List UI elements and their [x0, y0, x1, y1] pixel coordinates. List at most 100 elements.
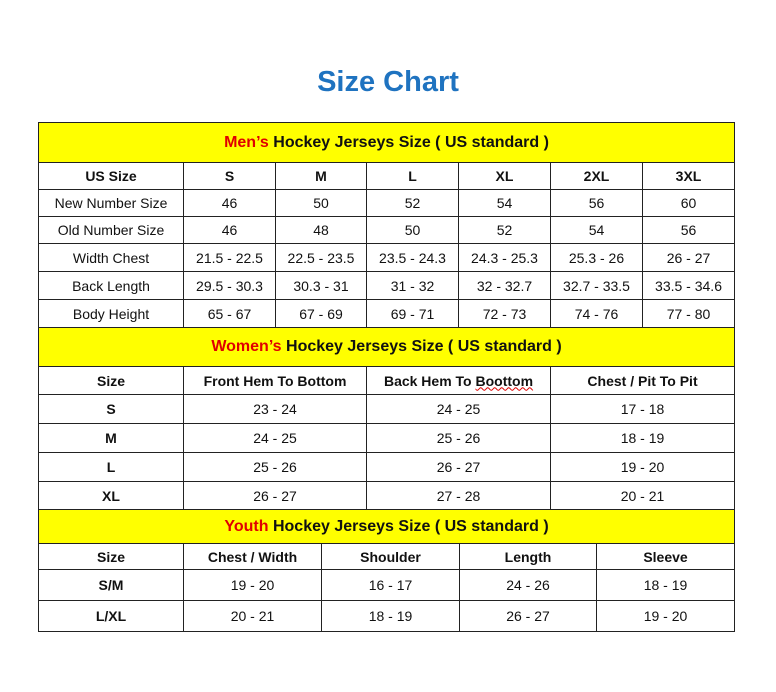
- table-cell: 27 - 28: [366, 481, 551, 510]
- table-row: XL 26 - 27 27 - 28 20 - 21: [38, 481, 736, 510]
- column-header-label: Sleeve: [643, 548, 688, 565]
- column-header: 3XL: [641, 162, 736, 190]
- table-row: Body Height 65 - 67 67 - 69 69 - 71 72 - 73 7…: [38, 299, 736, 328]
- column-header: 2XL: [550, 162, 643, 190]
- column-header-label: S: [224, 168, 235, 184]
- table-cell: 19 - 20: [549, 452, 736, 482]
- table-cell: 50: [366, 216, 459, 244]
- row-label: Back Length: [38, 271, 184, 300]
- table-cell: 25 - 26: [366, 423, 551, 453]
- column-header-label: Chest / Width: [207, 548, 298, 565]
- table-cell: 25.3 - 26: [550, 243, 643, 272]
- header-row: US Size S M L XL 2XL 3XL: [38, 162, 736, 190]
- table-cell: 26 - 27: [183, 481, 367, 510]
- youth-size-table: Youth Hockey Jerseys Size ( US standard …: [37, 509, 736, 632]
- table-cell: 50: [275, 189, 367, 217]
- table-cell: 18 - 19: [321, 600, 460, 632]
- table-cell: 69 - 71: [366, 299, 459, 328]
- row-label: L/XL: [38, 600, 184, 632]
- table-cell: 56: [550, 189, 643, 217]
- table-row: M 24 - 25 25 - 26 18 - 19: [38, 423, 736, 453]
- table-cell: 54: [458, 189, 551, 217]
- table-cell: 30.3 - 31: [275, 271, 367, 300]
- column-header: Size: [38, 366, 184, 395]
- column-header-label: US Size: [85, 168, 137, 184]
- row-label: S/M: [38, 569, 184, 601]
- table-cell: 54: [550, 216, 643, 244]
- table-cell: 33.5 - 34.6: [641, 271, 736, 300]
- caption-text: Hockey Jerseys Size ( US standard ): [268, 517, 549, 535]
- table-cell: 19 - 20: [183, 569, 322, 601]
- row-label: Old Number Size: [38, 216, 184, 244]
- table-cell: 16 - 17: [321, 569, 460, 601]
- table-cell: 24 - 26: [459, 569, 597, 601]
- table-cell: 29.5 - 30.3: [183, 271, 276, 300]
- row-label: XL: [38, 481, 184, 510]
- table-cell: 72 - 73: [458, 299, 551, 328]
- column-header: M: [275, 162, 367, 190]
- table-cell: 18 - 19: [549, 423, 736, 453]
- table-row: S 23 - 24 24 - 25 17 - 18: [38, 394, 736, 424]
- column-header: Sleeve: [595, 543, 736, 570]
- table-cell: 25 - 26: [183, 452, 367, 482]
- column-header-label: Front Hem To Bottom: [203, 372, 347, 389]
- table-cell: 48: [275, 216, 367, 244]
- column-header: S: [183, 162, 276, 190]
- column-header-label: M: [315, 168, 327, 184]
- column-header: Chest / Pit To Pit: [549, 366, 736, 395]
- table-cell: 56: [641, 216, 736, 244]
- row-label: New Number Size: [38, 189, 184, 217]
- table-cell: 46: [183, 189, 276, 217]
- table-cell: 32 - 32.7: [458, 271, 551, 300]
- table-cell: 23.5 - 24.3: [366, 243, 459, 272]
- men-section-caption: Men’s Hockey Jerseys Size ( US standard …: [37, 122, 736, 163]
- column-header-label: 3XL: [675, 168, 702, 184]
- table-row: S/M 19 - 20 16 - 17 24 - 26 18 - 19: [38, 569, 736, 601]
- table-row: L/XL 20 - 21 18 - 19 26 - 27 19 - 20: [38, 600, 736, 632]
- table-cell: 74 - 76: [550, 299, 643, 328]
- row-label: S: [38, 394, 184, 424]
- table-row: New Number Size 46 50 52 54 56 60: [38, 189, 736, 217]
- women-section-caption: Women’s Hockey Jerseys Size ( US standar…: [37, 327, 736, 367]
- table-cell: 19 - 20: [595, 600, 736, 632]
- column-header-label: Size: [96, 548, 125, 565]
- table-cell: 24 - 25: [183, 423, 367, 453]
- table-cell: 21.5 - 22.5: [183, 243, 276, 272]
- table-cell: 24.3 - 25.3: [458, 243, 551, 272]
- column-header-label: Chest / Pit To Pit: [587, 372, 698, 389]
- table-cell: 26 - 27: [366, 452, 551, 482]
- column-header: Size: [38, 543, 184, 570]
- table-cell: 65 - 67: [183, 299, 276, 328]
- table-cell: 17 - 18: [549, 394, 736, 424]
- table-cell: 31 - 32: [366, 271, 459, 300]
- column-header-label: 2XL: [583, 168, 610, 184]
- table-row: Back Length 29.5 - 30.3 30.3 - 31 31 - 32 32…: [38, 271, 736, 300]
- caption-highlight: Women’s: [211, 338, 282, 355]
- caption-text: Hockey Jerseys Size ( US standard ): [268, 133, 549, 151]
- column-header: L: [366, 162, 459, 190]
- column-header: XL: [458, 162, 551, 190]
- header-row: Size Chest / Width Shoulder Length Sleeve: [38, 543, 736, 570]
- table-cell: 32.7 - 33.5: [550, 271, 643, 300]
- table-row: L 25 - 26 26 - 27 19 - 20: [38, 452, 736, 482]
- column-header-label: XL: [495, 168, 514, 184]
- spellcheck-word: Boottom: [475, 372, 534, 389]
- column-header-label: Shoulder: [360, 548, 421, 565]
- table-cell: 77 - 80: [641, 299, 736, 328]
- table-cell: 22.5 - 23.5: [275, 243, 367, 272]
- column-header: Shoulder: [321, 543, 460, 570]
- table-cell: 20 - 21: [549, 481, 736, 510]
- row-label: L: [38, 452, 184, 482]
- column-header: Length: [459, 543, 597, 570]
- header-row: Size Front Hem To Bottom Back Hem To Boott…: [38, 366, 736, 395]
- row-label: Body Height: [38, 299, 184, 328]
- table-cell: 67 - 69: [275, 299, 367, 328]
- row-label: M: [38, 423, 184, 453]
- caption-highlight: Men’s: [224, 133, 269, 151]
- page-title: Size Chart: [317, 66, 459, 98]
- table-row: Old Number Size 46 48 50 52 54 56: [38, 216, 736, 244]
- caption-text: Hockey Jerseys Size ( US standard ): [281, 338, 562, 355]
- table-cell: 52: [366, 189, 459, 217]
- women-size-table: Women’s Hockey Jerseys Size ( US standar…: [37, 327, 736, 510]
- table-row: Width Chest 21.5 - 22.5 22.5 - 23.5 23.5 - …: [38, 243, 736, 272]
